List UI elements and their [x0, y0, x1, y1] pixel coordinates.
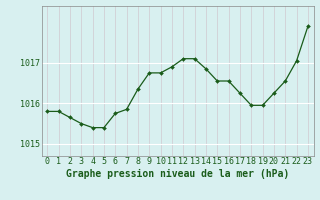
X-axis label: Graphe pression niveau de la mer (hPa): Graphe pression niveau de la mer (hPa) [66, 169, 289, 179]
